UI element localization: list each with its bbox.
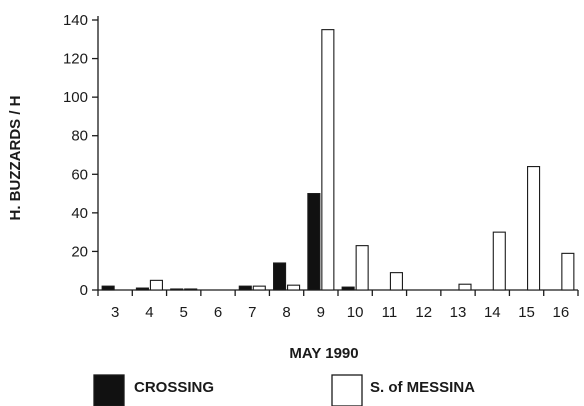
x-tick-label: 12 <box>415 304 432 321</box>
bar-s-of-messina <box>355 245 369 291</box>
bar-s-of-messina <box>561 252 575 291</box>
bar-s-of-messina <box>527 166 541 291</box>
bar-s-of-messina <box>184 288 198 291</box>
x-tick-label: 9 <box>317 304 325 321</box>
y-tick-label: 60 <box>71 166 88 183</box>
legend-swatch <box>331 374 363 406</box>
legend-label: CROSSING <box>134 379 214 396</box>
legend: CROSSING S. of MESSINA <box>93 374 475 406</box>
y-tick-label: 120 <box>63 51 88 68</box>
bars <box>101 29 575 291</box>
x-tick-label: 6 <box>214 304 222 321</box>
x-tick-label: 8 <box>282 304 290 321</box>
x-tick-label: 4 <box>145 304 153 321</box>
bar-crossing <box>273 262 287 291</box>
legend-label: S. of MESSINA <box>370 379 475 396</box>
x-tick-label: 13 <box>450 304 467 321</box>
x-tick-label: 16 <box>553 304 570 321</box>
bar-crossing <box>135 287 149 291</box>
bar-s-of-messina <box>149 279 163 291</box>
x-axis: 3 4 5 6 7 8 9 10 11 12 13 14 15 16 <box>97 289 579 321</box>
y-tick-label: 20 <box>71 243 88 260</box>
bar-s-of-messina <box>321 29 335 291</box>
bar-s-of-messina <box>287 284 301 291</box>
y-tick-label: 140 <box>63 12 88 29</box>
x-tick-label: 10 <box>347 304 364 321</box>
legend-swatch <box>93 374 125 406</box>
x-tick-label: 11 <box>382 304 398 321</box>
y-axis-label: H. BUZZARDS / H <box>7 96 24 221</box>
bar-s-of-messina <box>492 231 506 291</box>
y-tick-label: 100 <box>63 89 88 106</box>
bar-crossing <box>238 285 252 291</box>
x-axis-label: MAY 1990 <box>289 345 358 362</box>
x-tick-label: 5 <box>180 304 188 321</box>
bar-s-of-messina <box>389 272 403 291</box>
bar-s-of-messina <box>252 285 266 291</box>
x-tick-label: 14 <box>484 304 501 321</box>
bar-crossing <box>170 288 184 291</box>
y-tick-label: 80 <box>71 128 88 145</box>
bar-crossing <box>341 286 355 291</box>
y-tick-label: 40 <box>71 205 88 222</box>
x-tick-label: 7 <box>248 304 256 321</box>
x-tick-label: 15 <box>518 304 535 321</box>
bar-crossing <box>307 193 321 291</box>
y-tick-label: 0 <box>80 282 88 299</box>
x-tick-label: 3 <box>111 304 119 321</box>
y-axis: 0 20 40 60 80 100 120 140 <box>63 12 99 299</box>
bar-crossing <box>101 285 115 291</box>
bar-s-of-messina <box>458 283 472 291</box>
